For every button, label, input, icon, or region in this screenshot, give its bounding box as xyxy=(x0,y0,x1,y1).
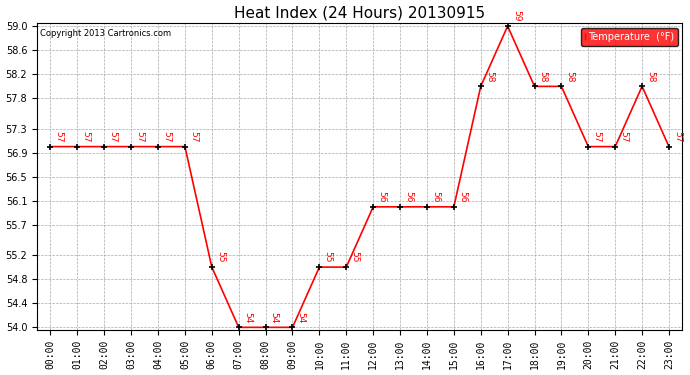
Text: 55: 55 xyxy=(351,251,359,263)
Text: 56: 56 xyxy=(377,191,386,202)
Text: Copyright 2013 Cartronics.com: Copyright 2013 Cartronics.com xyxy=(40,29,171,38)
Text: 54: 54 xyxy=(270,312,279,323)
Text: 56: 56 xyxy=(458,191,467,202)
Text: 55: 55 xyxy=(216,251,225,263)
Text: 57: 57 xyxy=(162,131,171,142)
Text: 57: 57 xyxy=(620,131,629,142)
Text: 58: 58 xyxy=(566,71,575,82)
Text: 56: 56 xyxy=(431,191,440,202)
Text: 57: 57 xyxy=(81,131,90,142)
Text: 57: 57 xyxy=(593,131,602,142)
Text: 54: 54 xyxy=(243,312,252,323)
Text: 57: 57 xyxy=(55,131,63,142)
Title: Heat Index (24 Hours) 20130915: Heat Index (24 Hours) 20130915 xyxy=(234,6,485,21)
Text: 59: 59 xyxy=(512,10,521,22)
Text: 57: 57 xyxy=(135,131,144,142)
Text: 58: 58 xyxy=(647,71,656,82)
Legend: Temperature  (°F): Temperature (°F) xyxy=(581,28,678,46)
Text: 58: 58 xyxy=(539,71,548,82)
Text: 58: 58 xyxy=(485,71,494,82)
Text: 57: 57 xyxy=(673,131,682,142)
Text: 54: 54 xyxy=(297,312,306,323)
Text: 57: 57 xyxy=(108,131,117,142)
Text: 55: 55 xyxy=(324,251,333,263)
Text: 57: 57 xyxy=(189,131,198,142)
Text: 56: 56 xyxy=(404,191,413,202)
